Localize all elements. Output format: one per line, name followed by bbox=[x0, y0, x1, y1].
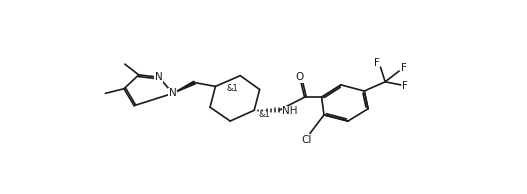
Text: F: F bbox=[374, 58, 379, 68]
Text: Cl: Cl bbox=[302, 135, 312, 145]
Polygon shape bbox=[173, 81, 195, 93]
Text: NH: NH bbox=[282, 106, 298, 116]
Text: F: F bbox=[401, 63, 407, 73]
Text: F: F bbox=[403, 81, 408, 91]
Text: &1: &1 bbox=[226, 84, 238, 93]
Text: O: O bbox=[295, 72, 303, 82]
Text: N: N bbox=[155, 72, 163, 82]
Text: &1: &1 bbox=[258, 110, 270, 119]
Text: N: N bbox=[169, 88, 177, 98]
